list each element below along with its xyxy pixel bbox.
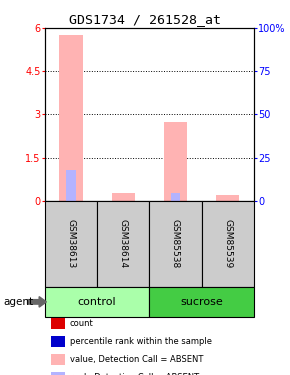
Text: sucrose: sucrose [180, 297, 223, 307]
Bar [45, 201, 97, 287]
Bar [149, 287, 254, 317]
Bar [216, 195, 240, 201]
Bar [164, 122, 187, 201]
Bar [202, 201, 254, 287]
Text: GDS1734 / 261528_at: GDS1734 / 261528_at [69, 13, 221, 26]
Text: GSM85538: GSM85538 [171, 219, 180, 268]
Text: value, Detection Call = ABSENT: value, Detection Call = ABSENT [70, 355, 203, 364]
Text: rank, Detection Call = ABSENT: rank, Detection Call = ABSENT [70, 373, 199, 375]
Text: count: count [70, 319, 93, 328]
Bar [66, 170, 76, 201]
Bar [59, 35, 83, 201]
Text: control: control [78, 297, 117, 307]
Bar [45, 287, 149, 317]
Text: percentile rank within the sample: percentile rank within the sample [70, 337, 212, 346]
Bar [97, 201, 149, 287]
Text: GSM38614: GSM38614 [119, 219, 128, 268]
Bar [112, 193, 135, 201]
Bar [171, 193, 180, 201]
Bar [149, 201, 202, 287]
Text: agent: agent [3, 297, 33, 307]
Text: GSM38613: GSM38613 [66, 219, 76, 268]
Text: GSM85539: GSM85539 [223, 219, 232, 268]
